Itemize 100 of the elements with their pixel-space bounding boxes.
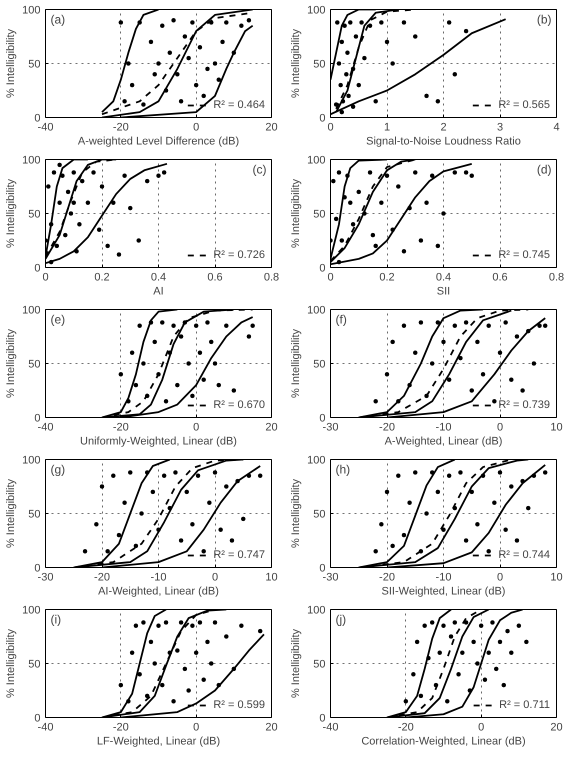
- x-tick-label: -20: [112, 122, 129, 134]
- x-tick-label: 3: [496, 122, 504, 134]
- annotation: (a): [50, 12, 66, 26]
- x-tick-label: 20: [265, 122, 278, 134]
- y-tick-label: 0: [319, 412, 326, 424]
- x-tick-label: 0: [496, 572, 504, 584]
- x-tick-label: 20: [550, 722, 563, 734]
- x-axis-title: LF-Weighted, Linear (dB): [96, 736, 220, 748]
- x-tick-label: 0: [193, 122, 200, 134]
- y-tick-label: 0: [34, 112, 41, 124]
- x-tick-label: -20: [94, 572, 110, 584]
- y-tick-label: 0: [34, 562, 41, 574]
- x-tick-label: -20: [379, 572, 395, 584]
- annotation: (b): [536, 12, 552, 26]
- y-tick-label: 50: [28, 658, 41, 670]
- x-axis-title: AI-Weighted, Linear (dB): [98, 586, 219, 598]
- y-tick-label: 100: [22, 304, 41, 316]
- x-tick-label: -10: [436, 572, 452, 584]
- y-tick-label: 0: [34, 712, 41, 724]
- y-tick-label: 100: [307, 4, 326, 16]
- y-axis-title: % Intelligibility: [290, 328, 302, 398]
- y-tick-label: 0: [34, 262, 41, 274]
- x-tick-label: -20: [398, 722, 414, 734]
- y-tick-label: 100: [22, 4, 41, 16]
- x-tick-label: 0.6: [492, 272, 508, 284]
- x-tick-label: 10: [550, 572, 563, 584]
- x-tick-label: 10: [550, 422, 563, 434]
- legend-label: R² = 0.670: [213, 399, 265, 411]
- y-tick-label: 50: [28, 58, 41, 70]
- x-tick-label: -10: [436, 422, 452, 434]
- x-axis-title: Signal-to-Noise Loudness Ratio: [366, 136, 521, 148]
- x-tick-label: 0.2: [379, 272, 395, 284]
- y-axis-title: % Intelligibility: [5, 478, 18, 548]
- x-tick-label: 0.6: [207, 272, 223, 284]
- y-tick-label: 0: [319, 562, 326, 574]
- legend-label: R² = 0.565: [498, 99, 550, 111]
- x-axis-title: Correlation-Weighted, Linear (dB): [361, 736, 526, 748]
- x-tick-label: 10: [265, 572, 278, 584]
- y-axis-title: % Intelligibility: [290, 178, 302, 248]
- legend-label: R² = 0.726: [213, 249, 265, 261]
- y-axis-title: % Intelligibility: [290, 478, 302, 548]
- x-axis-title: SII: [436, 286, 450, 298]
- x-tick-label: 20: [265, 422, 278, 434]
- x-tick-label: -10: [150, 572, 166, 584]
- legend-label: R² = 0.745: [498, 249, 550, 261]
- y-tick-label: 100: [307, 454, 326, 466]
- annotation: (e): [50, 312, 66, 326]
- x-tick-label: 0.4: [150, 272, 166, 284]
- y-tick-label: 50: [313, 358, 326, 370]
- y-tick-label: 50: [28, 208, 41, 220]
- annotation: (j): [336, 612, 346, 626]
- x-tick-label: 2: [440, 122, 447, 134]
- x-tick-label: 20: [265, 722, 278, 734]
- x-tick-label: -20: [379, 422, 395, 434]
- x-tick-label: 0.2: [94, 272, 110, 284]
- y-tick-label: 50: [28, 358, 41, 370]
- y-tick-label: 50: [313, 508, 326, 520]
- y-axis-title: % Intelligibility: [290, 628, 302, 698]
- x-tick-label: 0.4: [436, 272, 452, 284]
- x-tick-label: 4: [553, 122, 560, 134]
- x-axis-title: A-weighted Level Difference (dB): [78, 136, 240, 148]
- y-tick-label: 100: [22, 154, 41, 166]
- x-tick-label: 0.8: [264, 272, 280, 284]
- y-tick-label: 100: [22, 604, 41, 616]
- x-tick-label: 0: [193, 422, 200, 434]
- annotation: (d): [536, 162, 552, 176]
- annotation: (g): [50, 462, 66, 476]
- x-tick-label: 1: [384, 122, 390, 134]
- x-axis-title: SII-Weighted, Linear (dB): [382, 586, 506, 598]
- x-tick-label: -30: [38, 572, 54, 584]
- legend-label: R² = 0.739: [498, 399, 550, 411]
- x-tick-label: -40: [322, 722, 338, 734]
- y-axis-title: % Intelligibility: [5, 28, 18, 98]
- x-tick-label: -30: [322, 572, 338, 584]
- x-tick-label: -20: [112, 722, 129, 734]
- y-axis-title: % Intelligibility: [5, 328, 18, 398]
- x-tick-label: 0: [42, 272, 49, 284]
- y-tick-label: 0: [34, 412, 41, 424]
- x-tick-label: -40: [38, 122, 54, 134]
- x-axis-title: Uniformly-Weighted, Linear (dB): [80, 436, 237, 448]
- x-tick-label: 0: [496, 422, 504, 434]
- y-tick-label: 100: [307, 154, 326, 166]
- x-tick-label: 0: [212, 572, 218, 584]
- x-tick-label: 0: [327, 122, 334, 134]
- annotation: (h): [336, 462, 350, 476]
- y-axis-title: % Intelligibility: [5, 178, 18, 248]
- y-tick-label: 50: [28, 508, 41, 520]
- x-tick-label: 0: [478, 722, 484, 734]
- y-tick-label: 50: [313, 658, 326, 670]
- x-tick-label: -30: [322, 422, 338, 434]
- annotation: (i): [50, 612, 62, 626]
- legend-label: R² = 0.599: [213, 699, 265, 711]
- y-tick-label: 0: [319, 112, 326, 124]
- y-tick-label: 0: [319, 262, 326, 274]
- x-tick-label: -20: [112, 422, 129, 434]
- x-axis-title: AI: [153, 286, 164, 298]
- x-tick-label: 0.8: [548, 272, 564, 284]
- x-tick-label: -40: [38, 722, 54, 734]
- x-axis-title: A-Weighted, Linear (dB): [384, 436, 502, 448]
- y-axis-title: % Intelligibility: [5, 628, 18, 698]
